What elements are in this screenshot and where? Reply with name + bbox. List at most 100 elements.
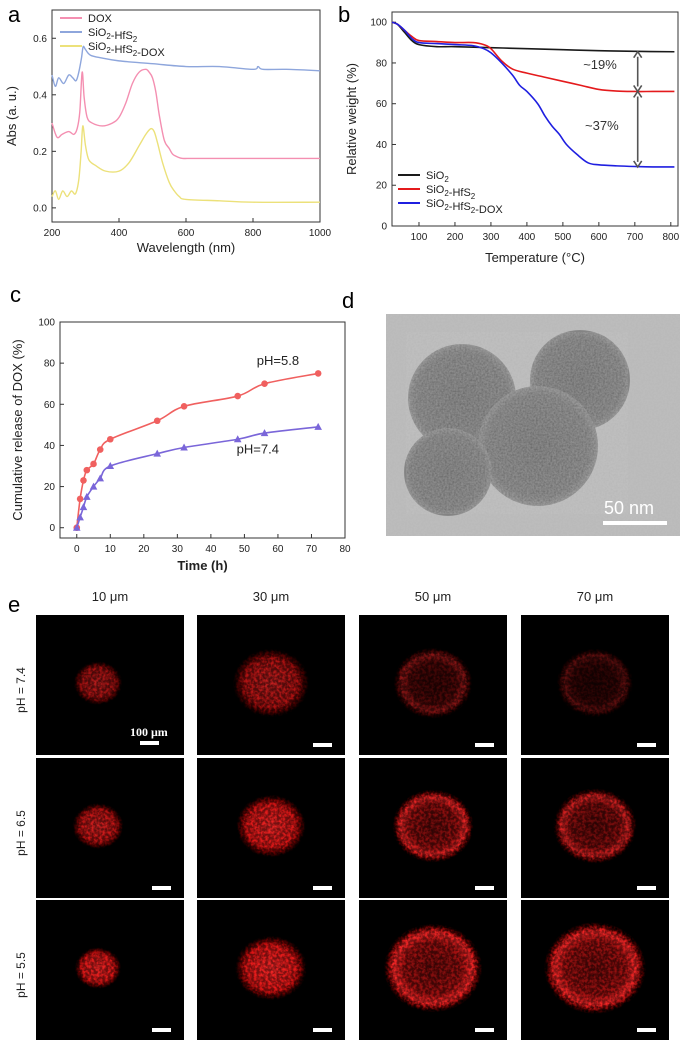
tem-scale-label: 50 nm: [604, 498, 654, 518]
data-point-1: [314, 370, 322, 377]
panel-label-e: e: [8, 592, 20, 617]
y-tick-label: 20: [44, 482, 56, 493]
panel-b-tga-chart: 100 200 300 400 500 600 700 800 0 20 40 60 80 100 Temp…: [344, 11, 680, 265]
data-point-2: [83, 492, 91, 500]
x-tick-label: 40: [205, 544, 217, 555]
data-point-2: [89, 482, 98, 490]
image-ph55-10um: [36, 900, 184, 1040]
x-tick-label: 20: [138, 544, 150, 555]
series-line-1: [391, 21, 675, 53]
image-ph55-50um: [359, 900, 507, 1040]
series-line-2: [391, 21, 675, 93]
legend-label-2: SiO2-HfS2: [426, 184, 476, 201]
fluorescence-glow: [395, 649, 471, 717]
image-ph74-30um: [197, 615, 345, 755]
fluorescence-glow: [546, 924, 644, 1012]
series-line-1: [75, 372, 319, 528]
data-point-1: [234, 392, 242, 400]
x-tick-label: 30: [172, 544, 184, 555]
image-ph55-70um: [521, 900, 669, 1040]
image-ph74-70um: [521, 615, 669, 755]
column-title-50um: 50 μm: [415, 589, 451, 604]
scale-bar: [475, 1028, 494, 1032]
row-label-ph74: pH = 7.4: [14, 667, 28, 713]
image-ph74-10um: [36, 615, 184, 755]
x-tick-label: 600: [178, 228, 195, 239]
y-tick-label: 80: [376, 58, 388, 69]
image-ph65-10um: [36, 758, 184, 898]
legend-label-1: SiO2: [426, 170, 449, 184]
data-point-2: [76, 513, 84, 521]
column-title-10um: 10 μm: [92, 589, 128, 604]
data-point-2: [106, 462, 115, 469]
y-axis-label: Cumulative release of DOX (%): [10, 339, 25, 520]
x-tick-label: 600: [591, 232, 608, 243]
scale-bar: [313, 886, 332, 890]
legend-label-1: DOX: [88, 13, 113, 25]
y-tick-label: 0.4: [33, 90, 47, 101]
x-tick-label: 60: [272, 544, 284, 555]
x-tick-label: 1000: [309, 228, 332, 239]
scale-bar: [140, 741, 159, 745]
fluorescence-glow: [385, 925, 481, 1011]
x-tick-label: 700: [626, 232, 643, 243]
x-tick-label: 400: [111, 228, 128, 239]
fluorescence-glow: [73, 804, 123, 848]
row-label-ph55: pH = 5.5: [14, 952, 28, 998]
scale-bar: [313, 1028, 332, 1032]
x-tick-label: 10: [105, 544, 117, 555]
annotation-19: ~19%: [583, 57, 617, 72]
x-tick-label: 200: [44, 228, 61, 239]
fluorescence-glow: [234, 650, 308, 716]
data-point-2: [260, 429, 269, 437]
panel-label-c: c: [10, 282, 21, 307]
data-point-1: [96, 446, 104, 453]
y-tick-label: 0.6: [33, 34, 47, 45]
series-label-1: pH=5.8: [257, 353, 299, 368]
micro-scale-label: 100 μm: [130, 725, 168, 739]
image-ph55-30um: [197, 900, 345, 1040]
series-line-2: [76, 426, 319, 528]
y-tick-label: 100: [370, 18, 387, 29]
image-ph74-50um: [359, 615, 507, 755]
column-title-30um: 30 μm: [253, 589, 289, 604]
x-tick-label: 800: [245, 228, 262, 239]
fluorescence-glow: [554, 790, 636, 862]
fluorescence-glow: [74, 662, 122, 704]
image-ph65-70um: [521, 758, 669, 898]
column-title-70um: 70 μm: [577, 589, 613, 604]
fluorescence-glow: [237, 796, 305, 856]
image-ph65-50um: [359, 758, 507, 898]
arrow-37-head-bottom: [633, 160, 643, 169]
series-line-3: [51, 125, 321, 204]
scale-bar: [637, 743, 656, 747]
panel-c-release-chart: 0 10 20 30 40 50 60 70 80 0 20 40 60 80 100 Time (h) Cum…: [10, 318, 351, 574]
panel-a-absorbance-chart: 200 400 600 800 1000 0.0 0.2 0.4 0.6 Wavelength (…: [4, 9, 332, 255]
arrow-19-head-top: [633, 50, 643, 59]
y-tick-label: 0.0: [33, 203, 47, 214]
x-tick-label: 50: [239, 544, 251, 555]
x-tick-label: 0: [74, 544, 80, 555]
fluorescence-glow: [394, 791, 472, 861]
series-line-2: [51, 45, 321, 88]
scale-bar: [313, 743, 332, 747]
data-point-2: [233, 435, 242, 443]
data-point-2: [153, 449, 162, 457]
data-point-1: [180, 403, 188, 410]
y-tick-label: 20: [376, 181, 388, 192]
y-tick-label: 40: [376, 140, 388, 151]
x-tick-label: 70: [306, 544, 318, 555]
x-tick-label: 400: [519, 232, 536, 243]
panel-e-fluorescence-grid: 10 μm 30 μm 50 μm 70 μm pH = 7.4 pH = 6.…: [14, 589, 669, 1040]
panel-d-tem-image: 50 nm: [386, 314, 680, 536]
y-tick-label: 0.2: [33, 147, 47, 158]
data-point-1: [261, 380, 268, 388]
legend-label-3: SiO2-HfS2-DOX: [426, 198, 503, 216]
x-axis-label: Time (h): [177, 558, 227, 573]
y-tick-label: 80: [44, 359, 56, 370]
x-axis-label: Temperature (°C): [485, 250, 585, 265]
y-axis-label: Abs (a. u.): [4, 86, 19, 146]
data-point-2: [314, 422, 322, 430]
tem-scale-bar: [603, 521, 667, 525]
